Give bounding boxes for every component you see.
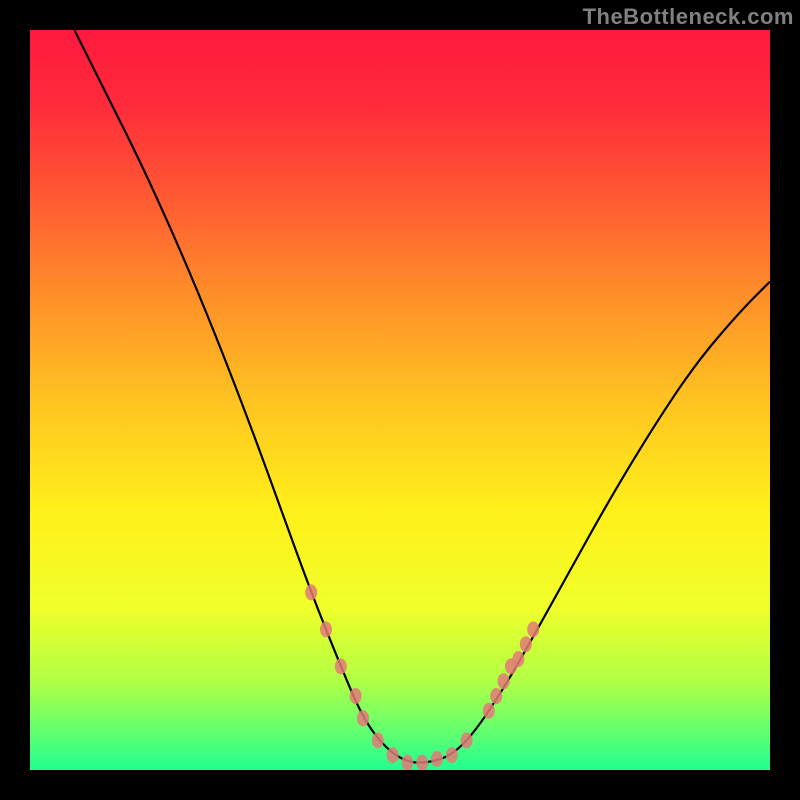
data-marker xyxy=(416,755,428,770)
data-marker xyxy=(372,732,384,748)
watermark-text: TheBottleneck.com xyxy=(583,4,794,30)
data-marker xyxy=(305,584,317,600)
data-marker xyxy=(512,651,524,667)
data-marker xyxy=(483,703,495,719)
data-marker xyxy=(350,688,362,704)
chart-container: TheBottleneck.com xyxy=(0,0,800,800)
data-marker xyxy=(527,621,539,637)
data-marker xyxy=(490,688,502,704)
data-marker xyxy=(446,747,458,763)
gradient-background xyxy=(30,30,770,770)
data-marker xyxy=(461,732,473,748)
data-marker xyxy=(387,747,399,763)
data-marker xyxy=(498,673,510,689)
data-marker xyxy=(520,636,532,652)
data-marker xyxy=(401,755,413,770)
data-marker xyxy=(431,751,443,767)
data-marker xyxy=(357,710,369,726)
plot-area xyxy=(30,30,770,770)
data-marker xyxy=(335,658,347,674)
data-marker xyxy=(320,621,332,637)
